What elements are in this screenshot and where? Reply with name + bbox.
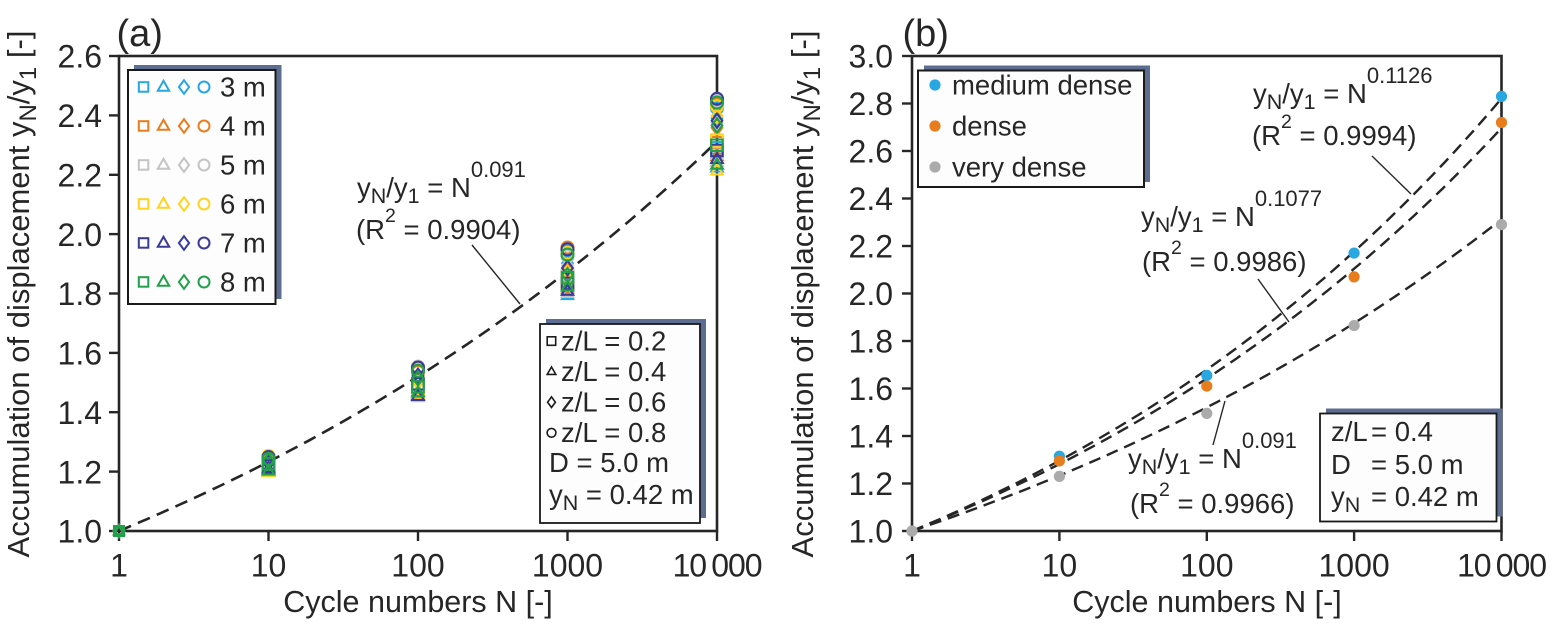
svg-text:3.0: 3.0 — [849, 39, 893, 75]
svg-text:2.6: 2.6 — [58, 39, 102, 75]
svg-text:2.8: 2.8 — [849, 86, 893, 122]
svg-text:1.2: 1.2 — [58, 454, 102, 490]
svg-text:z/L: z/L — [1331, 416, 1368, 447]
svg-text:2.6: 2.6 — [849, 134, 893, 170]
svg-text:1.0: 1.0 — [58, 514, 102, 550]
svg-text:2.4: 2.4 — [58, 98, 102, 134]
svg-text:Accumulation of displacement y: Accumulation of displacement yN/y1 [-] — [785, 31, 826, 558]
svg-text:2.4: 2.4 — [849, 181, 893, 217]
svg-text:z/L = 0.8: z/L = 0.8 — [561, 417, 666, 448]
svg-text:medium dense: medium dense — [952, 70, 1132, 101]
svg-text:7 m: 7 m — [220, 228, 266, 259]
svg-text:(a): (a) — [117, 13, 163, 55]
svg-text:100: 100 — [1180, 548, 1233, 584]
svg-text:2.2: 2.2 — [849, 229, 893, 265]
svg-text:D = 5.0 m: D = 5.0 m — [549, 447, 669, 478]
svg-text:2.2: 2.2 — [58, 158, 102, 194]
svg-text:z/L = 0.4: z/L = 0.4 — [561, 356, 666, 387]
svg-text:100: 100 — [391, 548, 444, 584]
svg-text:10 000: 10 000 — [673, 548, 762, 584]
svg-text:1.8: 1.8 — [58, 276, 102, 312]
svg-text:= 5.0 m: = 5.0 m — [1371, 449, 1463, 480]
svg-text:3 m: 3 m — [220, 72, 266, 103]
svg-text:2.0: 2.0 — [58, 217, 102, 253]
svg-text:1.8: 1.8 — [849, 324, 893, 360]
svg-text:1: 1 — [110, 548, 128, 584]
svg-text:1.6: 1.6 — [849, 371, 893, 407]
svg-text:1: 1 — [903, 548, 921, 584]
svg-text:8 m: 8 m — [220, 267, 266, 298]
svg-text:1000: 1000 — [1319, 548, 1390, 584]
svg-text:1.0: 1.0 — [849, 514, 893, 550]
svg-text:Cycle numbers N [-]: Cycle numbers N [-] — [1072, 585, 1341, 619]
svg-text:very dense: very dense — [952, 152, 1087, 183]
svg-text:z/L = 0.2: z/L = 0.2 — [561, 325, 666, 356]
svg-text:6 m: 6 m — [220, 189, 266, 220]
svg-text:Accumulation of displacement y: Accumulation of displacement yN/y1 [-] — [1, 31, 42, 558]
svg-text:10 000: 10 000 — [1457, 548, 1546, 584]
svg-text:1000: 1000 — [532, 548, 603, 584]
svg-text:10: 10 — [251, 548, 287, 584]
svg-text:1.6: 1.6 — [58, 336, 102, 372]
svg-text:1.4: 1.4 — [58, 395, 102, 431]
svg-text:Cycle numbers N [-]: Cycle numbers N [-] — [283, 585, 552, 619]
svg-text:= 0.4: = 0.4 — [1371, 416, 1433, 447]
svg-text:(b): (b) — [903, 13, 949, 55]
svg-text:5 m: 5 m — [220, 150, 266, 181]
svg-text:= 0.42 m: = 0.42 m — [1371, 481, 1479, 512]
svg-text:z/L = 0.6: z/L = 0.6 — [561, 387, 666, 418]
svg-text:4 m: 4 m — [220, 111, 266, 142]
svg-text:10: 10 — [1042, 548, 1078, 584]
svg-text:dense: dense — [952, 111, 1027, 142]
svg-text:D: D — [1331, 449, 1351, 480]
svg-text:1.4: 1.4 — [849, 419, 893, 455]
svg-text:2.0: 2.0 — [849, 276, 893, 312]
svg-text:1.2: 1.2 — [849, 466, 893, 502]
